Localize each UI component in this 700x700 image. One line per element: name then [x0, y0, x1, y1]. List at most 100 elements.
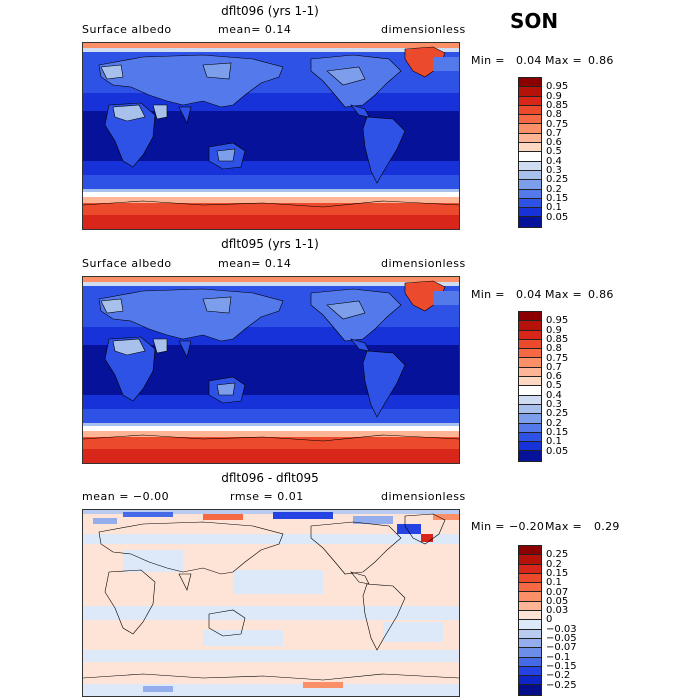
- colorbar-tick-label: 0.85: [546, 99, 569, 111]
- colorbar-swatch: [519, 339, 541, 350]
- panel1-mean-label: mean= 0.14: [218, 23, 292, 36]
- panel2-colorbar: [518, 311, 542, 462]
- colorbar-tick-label: 0.4: [546, 155, 562, 167]
- colorbar-tick-label: 0.2: [546, 417, 562, 429]
- colorbar-swatch: [519, 87, 541, 97]
- colorbar-swatch: [519, 330, 541, 340]
- colorbar-swatch: [519, 685, 541, 695]
- panel2-max-value: 0.86: [588, 288, 614, 301]
- colorbar-swatch: [519, 143, 541, 153]
- panel3-colorbar: [518, 545, 542, 696]
- season-label: SON: [510, 9, 559, 33]
- panel1-max-label: Max =: [545, 54, 582, 67]
- panel3-min-value: −0.20: [509, 520, 545, 533]
- colorbar-swatch: [519, 620, 541, 630]
- panel1-colorbar: [518, 77, 542, 228]
- panel1-max-value: 0.86: [588, 54, 614, 67]
- colorbar-swatch: [519, 96, 541, 106]
- colorbar-swatch: [519, 451, 541, 461]
- colorbar-swatch: [519, 657, 541, 667]
- colorbar-swatch: [519, 152, 541, 162]
- colorbar-tick-label: 0.7: [546, 361, 562, 373]
- colorbar-tick-label: 0.15: [546, 192, 569, 204]
- colorbar-swatch: [519, 358, 541, 368]
- colorbar-swatch: [519, 180, 541, 190]
- colorbar-tick-label: 0.4: [546, 389, 562, 401]
- panel1-min-label: Min =: [471, 54, 505, 67]
- colorbar-tick-label: 0.7: [546, 127, 562, 139]
- colorbar-tick-label: −0.25: [546, 679, 577, 691]
- colorbar-swatch: [519, 321, 541, 331]
- colorbar-swatch: [519, 189, 541, 199]
- colorbar-swatch: [519, 629, 541, 639]
- colorbar-tick-label: 0.1: [546, 436, 562, 448]
- colorbar-swatch: [519, 349, 541, 359]
- colorbar-tick-label: 0.5: [546, 146, 562, 158]
- colorbar-swatch: [519, 78, 541, 88]
- panel1-min-value: 0.04: [516, 54, 542, 67]
- colorbar-tick-label: 0.25: [546, 174, 569, 186]
- colorbar-tick-label: 0.75: [546, 352, 569, 364]
- panel1-units-label: dimensionless: [381, 23, 466, 36]
- colorbar-tick-label: 0.05: [546, 595, 569, 607]
- colorbar-tick-label: 0.15: [546, 567, 569, 579]
- colorbar-swatch: [519, 432, 541, 443]
- colorbar-tick-label: 0.6: [546, 371, 562, 383]
- colorbar-swatch: [519, 133, 541, 144]
- colorbar-swatch: [519, 638, 541, 649]
- colorbar-tick-label: 0.1: [546, 577, 562, 589]
- colorbar-swatch: [519, 105, 541, 116]
- colorbar-tick-label: 0.9: [546, 90, 562, 102]
- colorbar-tick-label: 0.95: [546, 315, 569, 327]
- panel3-max-label: Max =: [545, 520, 582, 533]
- panel2-title: dflt095 (yrs 1-1): [221, 237, 319, 251]
- colorbar-swatch: [519, 592, 541, 602]
- colorbar-swatch: [519, 573, 541, 584]
- colorbar-swatch: [519, 404, 541, 415]
- colorbar-swatch: [519, 115, 541, 125]
- colorbar-tick-label: 0.1: [546, 202, 562, 214]
- panel1-variable-label: Surface albedo: [82, 23, 172, 36]
- colorbar-tick-label: −0.07: [546, 642, 577, 654]
- colorbar-tick-label: 0.05: [546, 211, 569, 223]
- colorbar-tick-label: 0.2: [546, 183, 562, 195]
- colorbar-swatch: [519, 312, 541, 322]
- panel2-units-label: dimensionless: [381, 257, 466, 270]
- colorbar-tick-label: −0.05: [546, 633, 577, 644]
- colorbar-tick-label: 0.03: [546, 605, 569, 617]
- panel3-title: dflt096 - dflt095: [221, 471, 319, 485]
- colorbar-swatch: [519, 555, 541, 565]
- panel3-map: [82, 509, 460, 697]
- colorbar-swatch: [519, 666, 541, 677]
- panel2-min-value: 0.04: [516, 288, 542, 301]
- colorbar-swatch: [519, 648, 541, 658]
- panel2-map: [82, 276, 460, 464]
- colorbar-tick-label: 0.3: [546, 399, 562, 410]
- colorbar-tick-label: 0.05: [546, 445, 569, 457]
- colorbar-tick-label: 0.75: [546, 118, 569, 130]
- colorbar-tick-label: 0.25: [546, 549, 569, 561]
- colorbar-tick-label: 0.9: [546, 324, 562, 336]
- panel2-max-label: Max =: [545, 288, 582, 301]
- colorbar-swatch: [519, 442, 541, 452]
- colorbar-swatch: [519, 170, 541, 181]
- colorbar-swatch: [519, 414, 541, 424]
- colorbar-tick-label: 0.25: [546, 408, 569, 420]
- colorbar-tick-label: 0.95: [546, 81, 569, 93]
- colorbar-swatch: [519, 198, 541, 209]
- panel3-min-label: Min =: [471, 520, 505, 533]
- panel3-max-value: 0.29: [594, 520, 620, 533]
- colorbar-tick-label: −0.03: [546, 623, 577, 635]
- panel3-mean-label: mean = −0.00: [82, 490, 170, 503]
- colorbar-swatch: [519, 367, 541, 378]
- colorbar-tick-label: 0.8: [546, 109, 562, 121]
- colorbar-swatch: [519, 217, 541, 227]
- colorbar-tick-label: 0.15: [546, 426, 569, 438]
- panel1-title: dflt096 (yrs 1-1): [221, 4, 319, 18]
- colorbar-swatch: [519, 377, 541, 387]
- colorbar-swatch: [519, 546, 541, 556]
- colorbar-tick-label: 0.07: [546, 586, 569, 598]
- colorbar-tick-label: −0.15: [546, 660, 577, 672]
- colorbar-tick-label: 0.85: [546, 333, 569, 345]
- colorbar-tick-label: 0.8: [546, 343, 562, 355]
